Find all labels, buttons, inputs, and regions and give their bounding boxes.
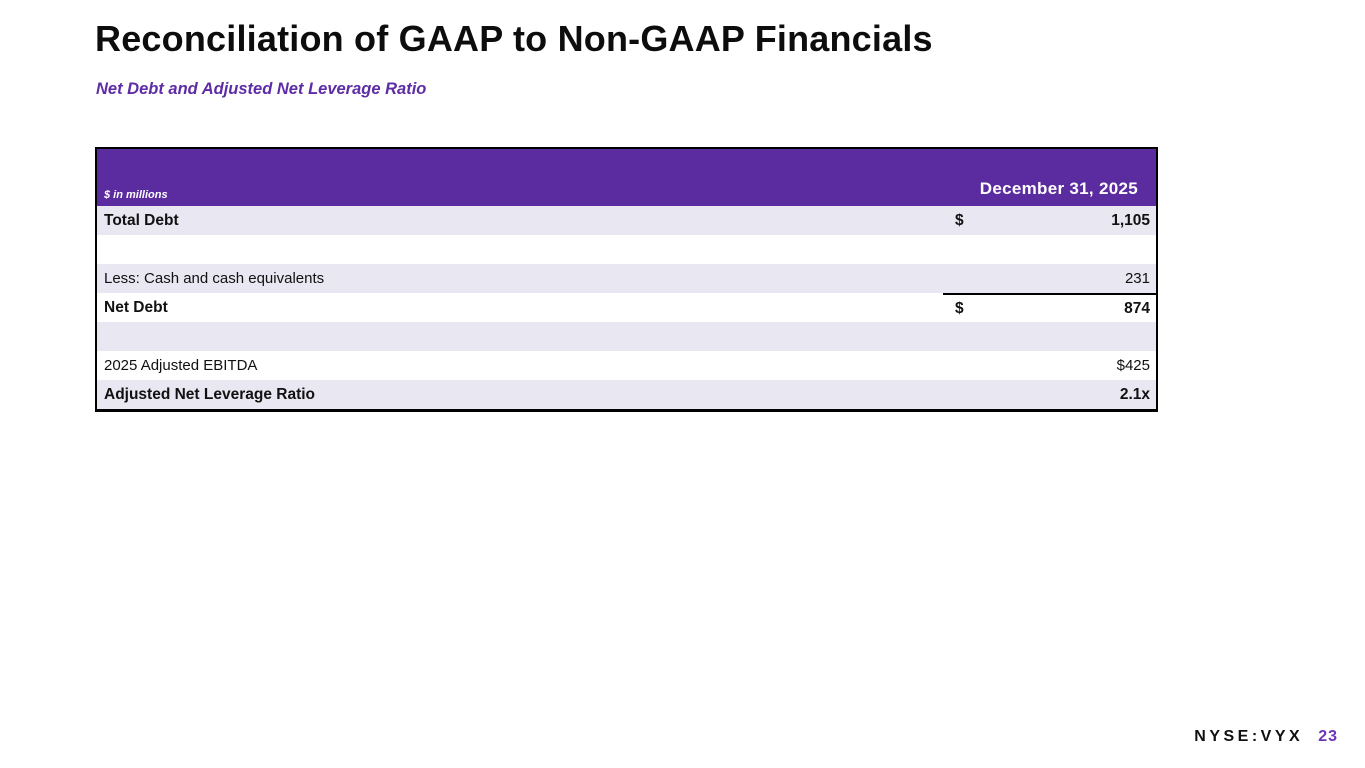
ticker-label: NYSE:VYX bbox=[1194, 728, 1304, 745]
row-label: 2025 Adjusted EBITDA bbox=[104, 357, 258, 374]
column-header-date: December 31, 2025 bbox=[979, 179, 1138, 198]
row-label: Less: Cash and cash equivalents bbox=[104, 270, 325, 287]
row-label: Adjusted Net Leverage Ratio bbox=[104, 385, 316, 403]
slide-title: Reconciliation of GAAP to Non-GAAP Finan… bbox=[95, 18, 933, 59]
row-label: Total Debt bbox=[104, 211, 179, 229]
value-area: 231 bbox=[943, 264, 1156, 293]
table-header: $ in millions December 31, 2025 bbox=[97, 149, 1156, 206]
footer: NYSE:VYX 23 bbox=[1194, 728, 1338, 746]
value-area: $425 bbox=[943, 351, 1156, 380]
value-area: $ 1,105 bbox=[943, 206, 1156, 235]
row-value: 231 bbox=[1124, 270, 1150, 287]
table-row-net-debt: Net Debt $ 874 bbox=[97, 293, 1156, 322]
table-row-total-debt: Total Debt $ 1,105 bbox=[97, 206, 1156, 235]
value-area bbox=[943, 322, 1156, 351]
table-row-leverage-ratio: Adjusted Net Leverage Ratio 2.1x bbox=[97, 380, 1156, 409]
dollar-sign: $ bbox=[955, 211, 964, 229]
table-row-less-cash: Less: Cash and cash equivalents 231 bbox=[97, 264, 1156, 293]
value-area bbox=[943, 235, 1156, 264]
page-number: 23 bbox=[1318, 728, 1338, 745]
value-area: 2.1x bbox=[943, 380, 1156, 409]
reconciliation-table: $ in millions December 31, 2025 Total De… bbox=[95, 147, 1158, 412]
table-row-spacer bbox=[97, 322, 1156, 351]
row-value: 2.1x bbox=[1119, 385, 1150, 403]
row-value: 1,105 bbox=[1111, 211, 1150, 229]
dollar-sign: $ bbox=[955, 299, 964, 317]
table-row-spacer bbox=[97, 235, 1156, 264]
value-area-subtotal-rule: $ 874 bbox=[943, 293, 1156, 322]
row-value: 874 bbox=[1124, 299, 1150, 317]
units-note: $ in millions bbox=[104, 189, 168, 201]
row-value: $425 bbox=[1116, 357, 1150, 374]
slide-subtitle: Net Debt and Adjusted Net Leverage Ratio bbox=[96, 80, 427, 98]
table-row-adjusted-ebitda: 2025 Adjusted EBITDA $425 bbox=[97, 351, 1156, 380]
row-label: Net Debt bbox=[104, 298, 168, 316]
